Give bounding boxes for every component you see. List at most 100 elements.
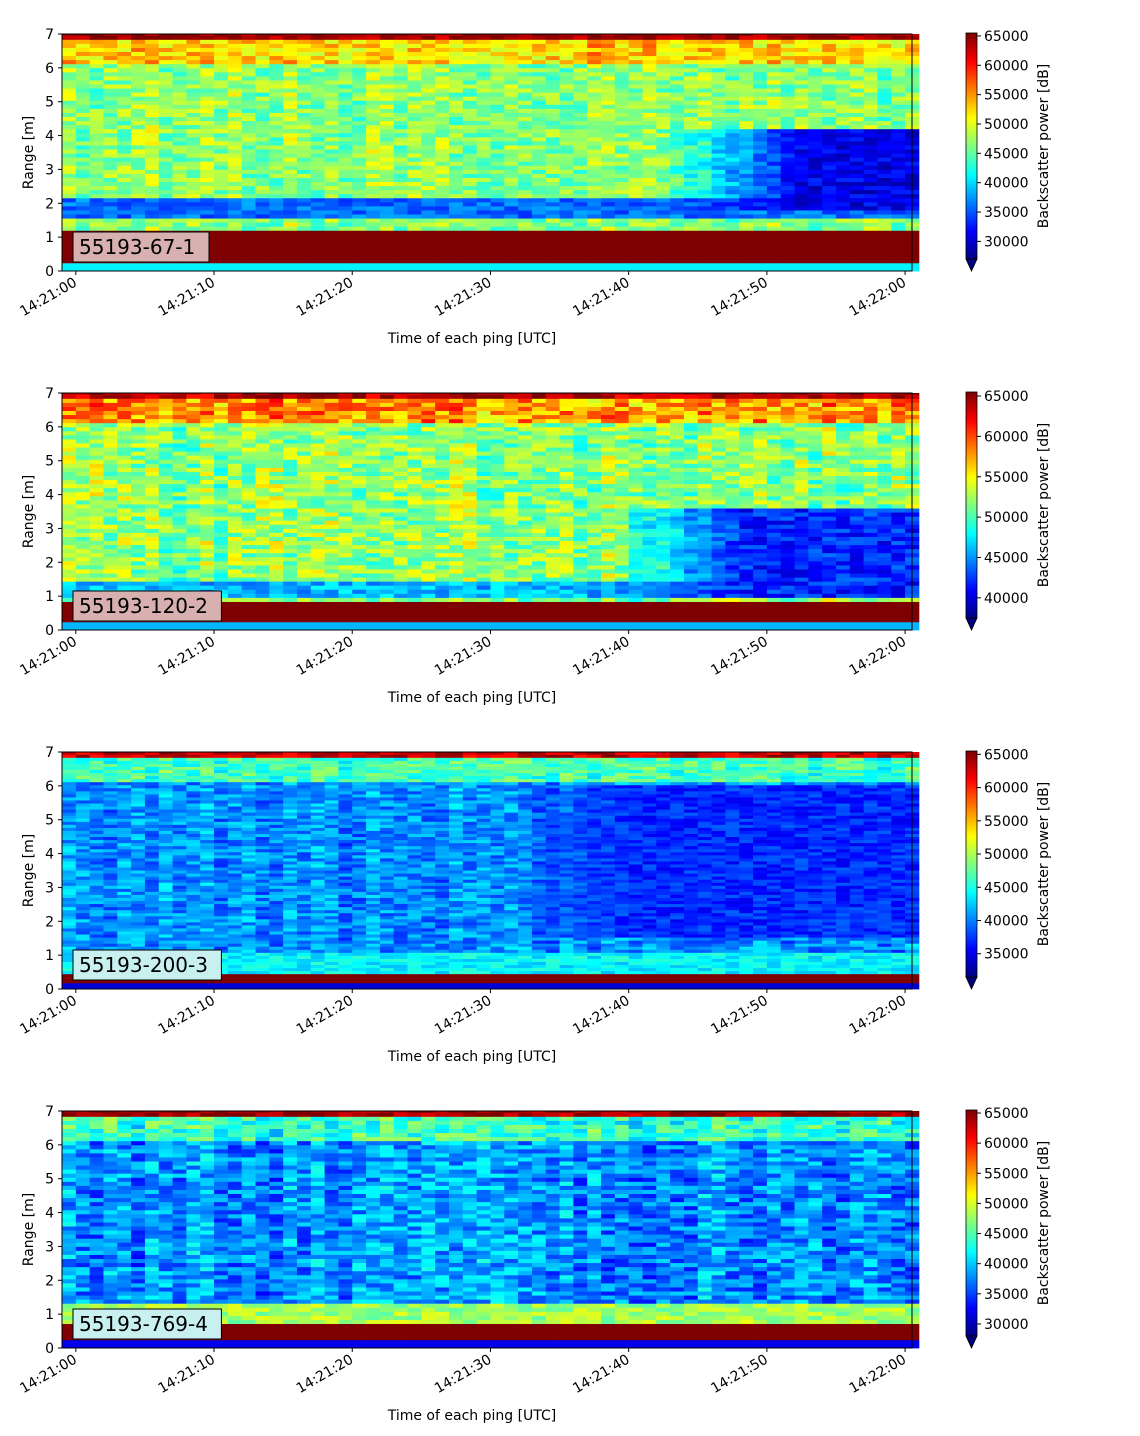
heatmap-cell [103, 104, 118, 109]
heatmap-cell [62, 153, 77, 158]
heatmap-cell [877, 205, 892, 211]
heatmap-cell [476, 214, 491, 219]
heatmap-cell [448, 43, 464, 48]
heatmap-cell [227, 552, 243, 558]
heatmap-cell [504, 104, 519, 109]
heatmap-cell [725, 59, 740, 65]
heatmap-cell [849, 112, 865, 118]
heatmap-cell [739, 140, 754, 146]
colorbar-segment [966, 193, 977, 196]
heatmap-cell [117, 402, 132, 407]
heatmap-cell [172, 47, 187, 52]
heatmap-cell [324, 84, 339, 89]
heatmap-cell [504, 250, 519, 256]
heatmap-cell [835, 169, 851, 174]
heatmap-cell [462, 226, 478, 231]
heatmap-cell [241, 75, 256, 81]
heatmap-cell [545, 63, 560, 69]
heatmap-cell [697, 246, 712, 252]
heatmap-cell [573, 96, 588, 101]
heatmap-cell [241, 597, 256, 602]
heatmap-cell [144, 410, 160, 416]
heatmap-cell [476, 165, 491, 170]
heatmap-cell [490, 246, 505, 252]
heatmap-cell [670, 67, 685, 73]
heatmap-cell [158, 128, 173, 134]
heatmap-cell [849, 222, 865, 227]
heatmap-cell [379, 100, 395, 105]
heatmap-cell [393, 177, 408, 183]
heatmap-cell [725, 55, 740, 61]
heatmap-cell [435, 112, 450, 118]
heatmap-cell [117, 222, 132, 227]
heatmap-cell [849, 181, 865, 187]
heatmap-cell [891, 201, 906, 207]
heatmap-cell [310, 230, 325, 235]
heatmap-cell [462, 230, 478, 235]
heatmap-cell [587, 35, 602, 40]
heatmap-cell [158, 210, 173, 215]
heatmap-cell [573, 165, 588, 170]
heatmap-cell [75, 128, 91, 134]
heatmap-cell [255, 197, 270, 203]
heatmap-cell [739, 39, 754, 44]
heatmap-cell [255, 499, 270, 505]
heatmap-cell [683, 258, 699, 264]
heatmap-cell [794, 55, 809, 61]
colorbar-segment [966, 89, 977, 92]
heatmap-cell [131, 573, 146, 578]
heatmap-cell [518, 214, 533, 219]
heatmap-cell [435, 189, 450, 195]
heatmap-cell [407, 96, 422, 101]
heatmap-cell [158, 161, 173, 166]
heatmap-cell [186, 418, 201, 424]
heatmap-cell [435, 218, 450, 223]
heatmap-cell [131, 512, 146, 517]
heatmap-cell [476, 34, 491, 36]
heatmap-cell [559, 266, 574, 272]
heatmap-cell [75, 205, 91, 211]
heatmap-cell [310, 39, 325, 44]
heatmap-cell [62, 487, 77, 493]
heatmap-cell [407, 218, 422, 223]
heatmap-cell [531, 75, 547, 81]
heatmap-cell [835, 96, 851, 101]
heatmap-cell [849, 226, 865, 231]
heatmap-cell [531, 116, 547, 122]
heatmap-cell [255, 621, 270, 627]
heatmap-cell [407, 205, 422, 211]
heatmap-cell [725, 197, 740, 203]
heatmap-cell [131, 266, 146, 272]
heatmap-cell [780, 34, 795, 36]
heatmap-cell [117, 528, 132, 533]
heatmap-cell [822, 116, 837, 122]
heatmap-cell [227, 181, 243, 187]
heatmap-cell [186, 116, 201, 122]
heatmap-cell [144, 625, 160, 631]
heatmap-cell [891, 246, 906, 252]
heatmap-cell [241, 43, 256, 48]
heatmap-cell [822, 34, 837, 36]
heatmap-cell [214, 548, 229, 554]
heatmap-cell [75, 169, 91, 174]
heatmap-cell [379, 124, 395, 130]
heatmap-cell [476, 234, 491, 239]
heatmap-cell [407, 214, 422, 219]
heatmap-cell [490, 136, 505, 142]
heatmap-cell [877, 157, 892, 162]
heatmap-cell [75, 463, 91, 468]
heatmap-cell [75, 132, 91, 138]
heatmap-cell [559, 116, 574, 122]
heatmap-cell [352, 55, 367, 61]
heatmap-cell [144, 128, 160, 134]
heatmap-cell [269, 254, 284, 260]
heatmap-cell [75, 43, 91, 48]
heatmap-cell [324, 75, 339, 81]
heatmap-cell [283, 59, 298, 65]
heatmap-cell [269, 104, 284, 109]
heatmap-cell [573, 75, 588, 81]
colorbar-segment [966, 100, 977, 104]
heatmap-cell [62, 39, 77, 44]
colorbar-tick-label: 45000 [984, 146, 1029, 162]
heatmap-cell [103, 59, 118, 65]
